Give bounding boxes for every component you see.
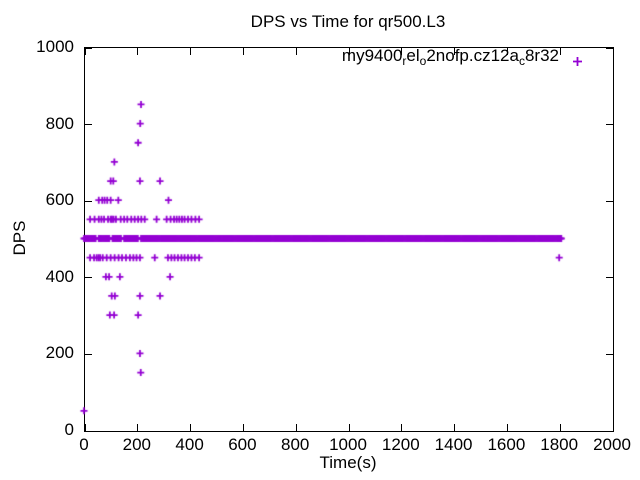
x-tick-label: 200 <box>122 435 151 454</box>
x-tick-label: 1400 <box>434 435 473 454</box>
plot-canvas <box>78 41 618 436</box>
x-tick-label: 600 <box>228 435 257 454</box>
plus-icon <box>572 52 583 66</box>
legend-label-subscript: r <box>402 54 407 68</box>
y-tick-label: 800 <box>45 113 74 133</box>
x-tick-label: 800 <box>281 435 310 454</box>
legend-label-segment: el <box>406 46 420 65</box>
legend-label-segment: 8r32 <box>524 46 559 65</box>
x-tick-label: 400 <box>175 435 204 454</box>
legend-label-subscript: o <box>419 54 427 68</box>
legend-label: my9400relo2nofp.cz12ac8r32 <box>342 46 559 68</box>
legend-label-segment: my9400 <box>341 46 403 65</box>
x-tick-label: 1200 <box>381 435 420 454</box>
y-tick-label: 600 <box>45 190 74 210</box>
x-tick-label: 1000 <box>329 435 367 454</box>
legend-label-segment: 2nofp.cz12a <box>426 46 519 65</box>
y-tick-label: 400 <box>45 266 74 286</box>
x-tick-label: 1600 <box>487 435 526 454</box>
x-tick-label: 0 <box>79 435 89 454</box>
x-tick-label: 1800 <box>540 435 579 454</box>
x-tick-label: 2000 <box>593 435 631 454</box>
y-tick-label: 0 <box>64 420 74 439</box>
legend-label-subscript: c <box>518 54 525 68</box>
y-axis-label: DPS <box>10 220 29 256</box>
y-tick-label: 200 <box>45 343 74 363</box>
legend: my9400relo2nofp.cz12ac8r32 <box>342 46 583 68</box>
chart-title: DPS vs Time for qr500.L3 <box>250 12 446 31</box>
x-axis-label: Time(s) <box>319 453 377 472</box>
y-tick-label: 1000 <box>36 37 74 56</box>
